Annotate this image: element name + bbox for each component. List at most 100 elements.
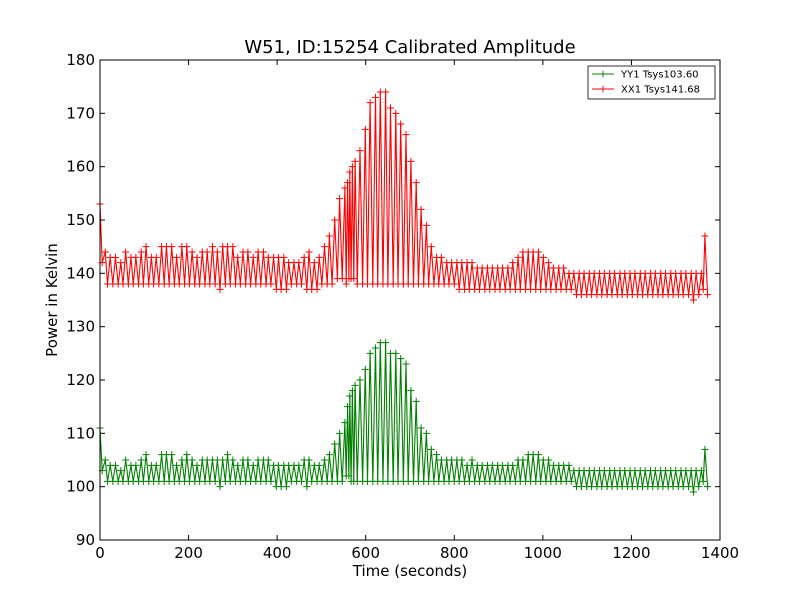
data-point-marker <box>132 461 140 469</box>
data-point-marker <box>321 243 329 251</box>
data-point-marker <box>117 259 125 267</box>
data-point-marker <box>224 451 232 459</box>
data-point-marker <box>117 467 125 475</box>
data-point-marker <box>348 163 356 171</box>
data-point-marker <box>280 253 288 261</box>
data-point-marker <box>427 445 435 453</box>
data-point-marker <box>417 205 425 213</box>
data-point-marker <box>310 259 318 267</box>
y-tick-label: 130 <box>66 318 95 336</box>
data-point-marker <box>701 445 709 453</box>
data-point-marker <box>504 264 512 272</box>
data-point-marker <box>267 280 275 288</box>
data-point-marker <box>193 461 201 469</box>
data-point-marker <box>264 456 272 464</box>
data-point-marker <box>249 461 257 469</box>
data-point-marker <box>402 360 410 368</box>
data-point-marker <box>112 461 119 469</box>
y-tick-label: 120 <box>66 371 95 389</box>
data-point-marker <box>142 451 150 459</box>
data-point-marker <box>412 397 420 405</box>
data-point-marker <box>101 248 109 256</box>
y-tick-label: 90 <box>76 531 95 549</box>
data-point-marker <box>697 269 705 277</box>
plot-frame <box>99 59 721 541</box>
series-layer <box>96 88 712 496</box>
data-point-marker <box>509 259 517 267</box>
y-tick-label: 180 <box>66 51 95 69</box>
x-tick-label: 0 <box>95 544 105 562</box>
data-point-marker <box>213 248 221 256</box>
data-point-marker <box>229 243 237 251</box>
data-point-marker <box>350 275 358 283</box>
data-point-marker <box>336 195 344 203</box>
data-point-marker <box>427 243 435 251</box>
data-point-marker <box>397 355 405 363</box>
data-point-marker <box>178 456 186 464</box>
legend-box <box>587 65 716 100</box>
data-point-marker <box>211 280 219 288</box>
data-point-marker <box>392 109 400 117</box>
data-point-marker <box>216 483 224 491</box>
data-point-marker <box>685 291 693 299</box>
data-point-marker <box>219 456 227 464</box>
data-point-marker <box>402 131 410 139</box>
data-point-marker <box>382 339 390 347</box>
data-point-marker <box>417 424 425 432</box>
data-point-marker <box>351 381 359 389</box>
data-point-marker <box>697 467 705 475</box>
data-point-marker <box>305 456 313 464</box>
data-point-marker <box>342 280 350 288</box>
data-point-marker <box>341 419 349 427</box>
data-point-marker <box>433 451 441 459</box>
data-point-marker <box>695 483 703 491</box>
data-point-marker <box>315 461 323 469</box>
data-point-marker <box>468 456 476 464</box>
data-point-marker <box>450 280 458 288</box>
legend-label-yy1: YY1 Tsys103.60 <box>620 70 699 81</box>
data-point-marker <box>325 451 333 459</box>
ticks-layer: 0 200 400 600 800 1000 1200 1400 90 100 110 120 130 1… <box>66 51 739 562</box>
y-tick-label: 160 <box>66 158 95 176</box>
data-point-marker <box>545 456 553 464</box>
data-point-marker <box>282 285 290 293</box>
data-point-marker <box>188 248 196 256</box>
data-point-marker <box>331 216 339 224</box>
data-point-marker <box>325 232 333 240</box>
data-point-marker <box>341 184 349 192</box>
legend-marker-yy1: + <box>598 68 607 81</box>
data-point-marker <box>234 253 242 261</box>
series-line <box>99 91 709 301</box>
data-point-marker <box>704 291 712 299</box>
data-point-marker <box>407 387 415 395</box>
data-point-marker <box>216 285 224 293</box>
data-point-marker <box>244 456 252 464</box>
data-point-marker <box>300 253 308 261</box>
data-point-marker <box>351 157 359 165</box>
series-line <box>99 342 709 493</box>
data-point-marker <box>132 253 140 261</box>
x-tick-label: 1000 <box>524 544 562 562</box>
y-tick-label: 150 <box>66 211 95 229</box>
series-xx1 <box>96 88 712 304</box>
data-point-marker <box>412 179 420 187</box>
legend: + YY1 Tsys103.60 + XX1 Tsys141.68 <box>587 65 716 100</box>
data-point-marker <box>534 248 542 256</box>
x-tick-label: 1400 <box>701 544 739 562</box>
series-yy1 <box>96 339 712 496</box>
data-point-marker <box>259 248 267 256</box>
data-point-marker <box>387 104 395 112</box>
data-point-marker <box>244 248 252 256</box>
data-point-marker <box>346 168 354 176</box>
data-point-marker <box>267 477 275 485</box>
data-point-marker <box>704 483 712 491</box>
legend-marker-xx1: + <box>598 83 607 96</box>
data-point-marker <box>305 248 313 256</box>
data-point-marker <box>567 285 575 293</box>
chart-title: W51, ID:15254 Calibrated Amplitude <box>244 37 575 58</box>
data-point-marker <box>208 243 216 251</box>
x-axis-label: Time (seconds) <box>352 562 468 580</box>
data-point-marker <box>298 280 305 288</box>
data-point-marker <box>234 461 242 469</box>
data-point-marker <box>122 456 130 464</box>
